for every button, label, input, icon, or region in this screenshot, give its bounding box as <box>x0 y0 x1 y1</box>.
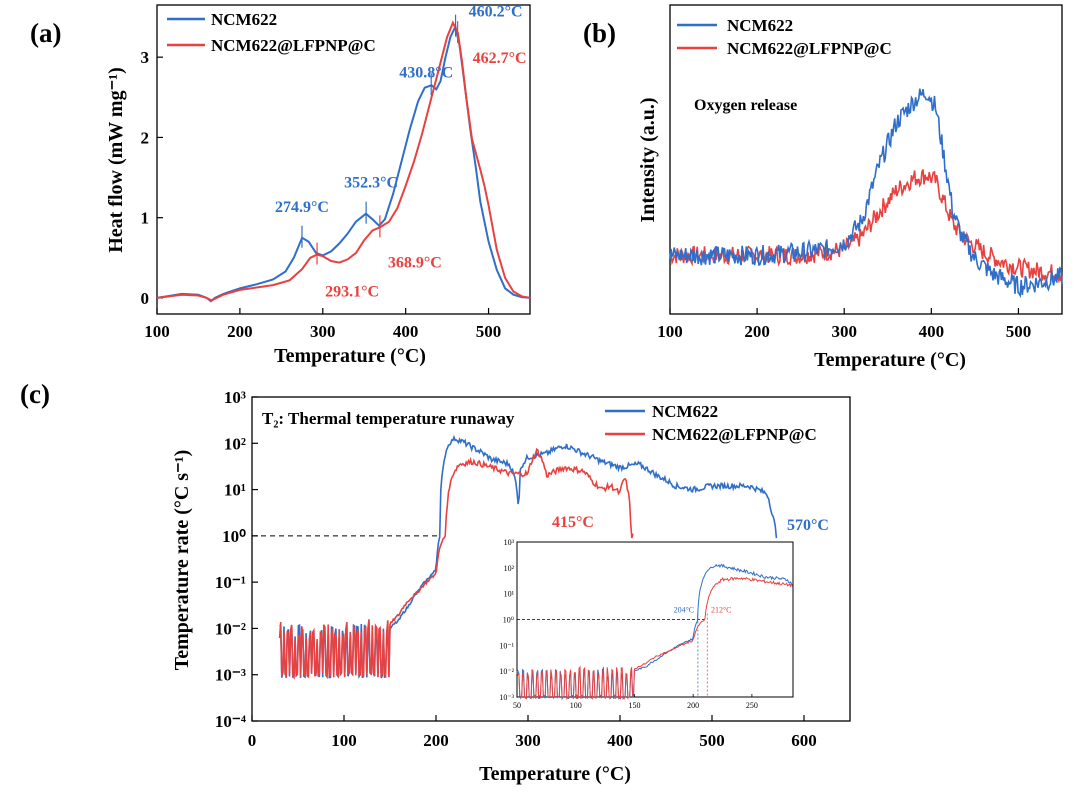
peak-label: 368.9°C <box>388 254 442 271</box>
panel-c-title: T₂: Thermal temperature runaway <box>262 409 515 428</box>
x-tick-label: 500 <box>476 322 502 341</box>
y-tick-label: 0 <box>141 289 150 308</box>
x-tick-label: 200 <box>423 731 449 750</box>
y-tick-label: 10⁰ <box>222 527 246 546</box>
x-tick-label: 400 <box>393 322 419 341</box>
x-tick-label: 0 <box>248 731 257 750</box>
inset-ticks: 50 100 150 200 250 10⁻³ 10⁻² 10⁻¹ 10⁰ 10¹ 10² 10³ <box>499 538 758 710</box>
x-tick-label: 500 <box>1006 322 1032 341</box>
x-tick-label: 200 <box>744 322 770 341</box>
y-tick-label: 10⁻⁴ <box>215 712 246 731</box>
legend-label-ncm622-lfpnp: NCM622@LFPNP@C <box>727 39 892 58</box>
panel-a-legend: NCM622 NCM622@LFPNP@C <box>167 10 376 55</box>
peak-label: 352.3°C <box>344 175 398 192</box>
peak-label: 460.2°C <box>469 4 523 21</box>
panel-a-frame <box>156 4 531 315</box>
series-line-ncm622 <box>669 88 1063 299</box>
y-tick-label: 2 <box>141 128 150 147</box>
end-label-ncm622-lfpnp: 415°C <box>552 514 594 531</box>
inset-marker-label: 212°C <box>711 606 732 615</box>
inset-y-tick-label: 10² <box>504 564 515 573</box>
x-tick-label: 300 <box>310 322 336 341</box>
inset-x-tick-label: 50 <box>513 701 521 710</box>
series-line-ncm622 <box>156 23 531 303</box>
panel-b-legend: NCM622 NCM622@LFPNP@C <box>677 16 892 58</box>
inset-x-tick-label: 250 <box>746 701 758 710</box>
inset-y-tick-label: 10⁰ <box>503 616 514 625</box>
panel-b-label: (b) <box>583 18 616 48</box>
series-line-ncm622-lfpnp <box>278 447 634 680</box>
legend-label-ncm622: NCM622 <box>727 16 793 35</box>
panel-b-ticks: 100 200 300 400 500 <box>657 308 1031 341</box>
x-tick-label: 300 <box>831 322 857 341</box>
legend-label-ncm622-lfpnp: NCM622@LFPNP@C <box>211 36 376 55</box>
panel-c-xlabel: Temperature (°C) <box>479 763 631 785</box>
panel-a: (a) 100 200 300 400 500 0 1 2 3 274.9°C 293.1°C 35… <box>30 4 531 367</box>
end-label-ncm622: 570°C <box>787 517 829 534</box>
x-tick-label: 300 <box>515 731 541 750</box>
y-tick-label: 10² <box>224 434 246 453</box>
panel-c-series <box>278 434 778 680</box>
legend-label-ncm622: NCM622 <box>652 402 718 421</box>
y-tick-label: 10⁻² <box>215 619 246 638</box>
panel-b-xlabel: Temperature (°C) <box>814 349 966 371</box>
inset-y-tick-label: 10³ <box>504 538 515 547</box>
inset-x-tick-label: 100 <box>570 701 582 710</box>
panel-a-annotations: 274.9°C 293.1°C 352.3°C 368.9°C 430.8°C 460.2… <box>275 4 527 301</box>
y-tick-label: 10³ <box>224 388 246 407</box>
x-tick-label: 400 <box>919 322 945 341</box>
inset-y-tick-label: 10⁻¹ <box>499 641 514 650</box>
panel-a-ylabel: Heat flow (mW mg⁻¹) <box>105 67 127 253</box>
inset-x-tick-label: 200 <box>687 701 699 710</box>
x-tick-label: 200 <box>227 322 253 341</box>
panel-b: (b) 100 200 300 400 500 NCM622 NCM622@LFPNP@… <box>583 4 1063 371</box>
inset-series-line-ncm622-lfpnp <box>516 576 793 701</box>
panel-c-ylabel: Temperature rate (°C s⁻¹) <box>171 450 193 671</box>
panel-c-label: (c) <box>20 379 50 409</box>
y-tick-label: 10¹ <box>224 481 246 500</box>
peak-label: 430.8°C <box>399 64 453 81</box>
x-tick-label: 100 <box>657 322 683 341</box>
x-tick-label: 600 <box>791 731 817 750</box>
x-tick-label: 100 <box>144 322 170 341</box>
panel-a-xlabel: Temperature (°C) <box>274 345 426 367</box>
inset-y-tick-label: 10⁻³ <box>499 693 514 702</box>
inset-y-tick-label: 10⁻² <box>499 667 514 676</box>
panel-a-label: (a) <box>30 18 61 48</box>
legend-label-ncm622-lfpnp: NCM622@LFPNP@C <box>652 425 817 444</box>
panel-c-frame <box>251 396 851 722</box>
oxygen-release-label: Oxygen release <box>694 97 797 114</box>
peak-label: 462.7°C <box>473 50 527 67</box>
panel-c-inset: 50 100 150 200 250 10⁻³ 10⁻² 10⁻¹ 10⁰ 10¹ 10² 10³ 2… <box>499 538 794 710</box>
inset-series: 204°C 212°C <box>516 563 793 701</box>
panel-b-series <box>669 88 1063 299</box>
panel-c-legend: NCM622 NCM622@LFPNP@C <box>605 402 817 444</box>
inset-marker-label: 204°C <box>674 606 695 615</box>
panel-c-ticks: 0 100 200 300 400 500 600 10⁻⁴ 10⁻³ 10⁻² 10⁻¹ 10⁰ 10… <box>215 388 817 750</box>
peak-label: 274.9°C <box>275 199 329 216</box>
series-line-ncm622-lfpnp <box>669 169 1063 284</box>
y-tick-label: 10⁻³ <box>215 666 246 685</box>
panel-c: (c) 0 100 200 300 400 500 600 10⁻⁴ 10⁻³ 10⁻² 10⁻¹ 1… <box>20 379 851 785</box>
series-line-ncm622 <box>279 434 778 680</box>
y-tick-label: 3 <box>141 48 150 67</box>
peak-label: 293.1°C <box>325 284 379 301</box>
inset-x-tick-label: 150 <box>628 701 640 710</box>
x-tick-label: 100 <box>331 731 357 750</box>
y-tick-label: 10⁻¹ <box>215 573 246 592</box>
y-tick-label: 1 <box>141 209 150 228</box>
x-tick-label: 500 <box>699 731 725 750</box>
x-tick-label: 400 <box>607 731 633 750</box>
legend-label-ncm622: NCM622 <box>211 10 277 29</box>
panel-b-ylabel: Intensity (a.u.) <box>637 97 659 222</box>
panel-b-frame <box>669 4 1063 315</box>
inset-y-tick-label: 10¹ <box>504 590 515 599</box>
panel-a-ticks: 100 200 300 400 500 0 1 2 3 <box>141 48 502 341</box>
